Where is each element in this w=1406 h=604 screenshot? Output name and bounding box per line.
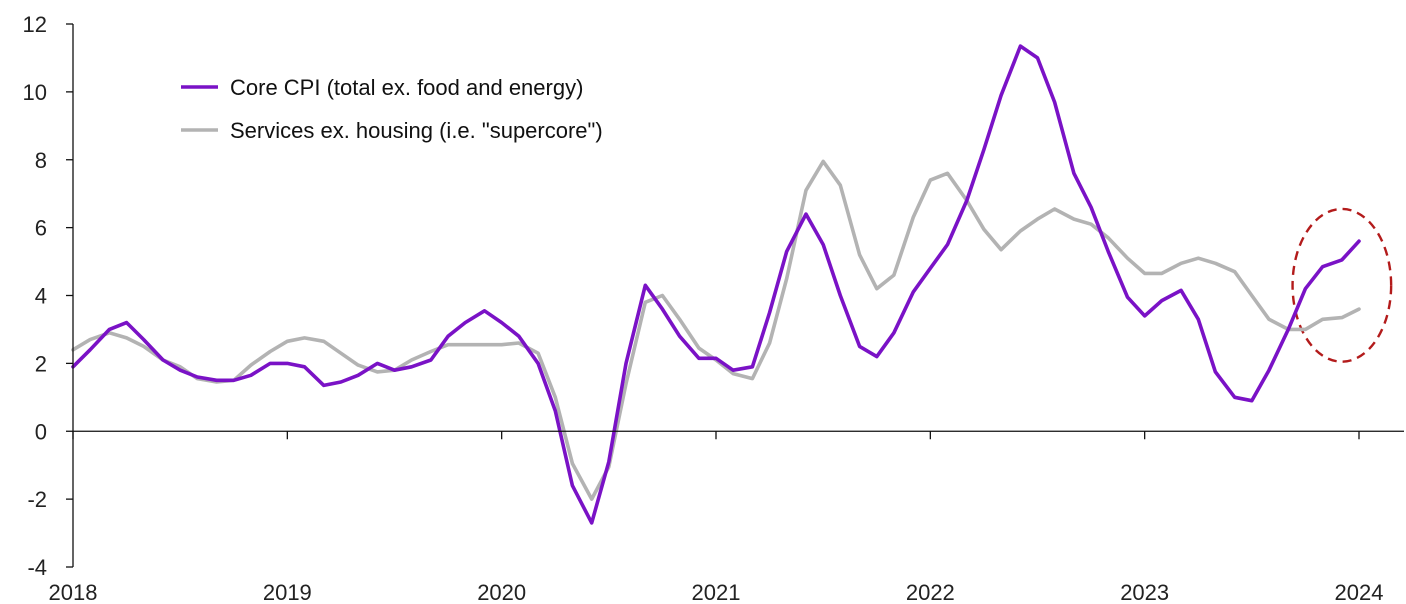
y-tick-label: -2 (27, 487, 47, 512)
x-tick-label: 2020 (477, 580, 526, 604)
y-tick-label: 12 (23, 12, 47, 37)
y-tick-label: 4 (35, 284, 47, 309)
x-tick-label: 2021 (692, 580, 741, 604)
highlight-ellipse (1291, 207, 1393, 363)
x-tick-label: 2022 (906, 580, 955, 604)
y-tick-label: 10 (23, 80, 47, 105)
y-tick-label: 2 (35, 351, 47, 376)
x-tick-label: 2023 (1120, 580, 1169, 604)
series-line-core-cpi (71, 44, 1361, 525)
y-tick-label: 8 (35, 148, 47, 173)
x-tick-label: 2018 (49, 580, 98, 604)
legend-label-core-cpi: Core CPI (total ex. food and energy) (230, 75, 583, 100)
legend: Core CPI (total ex. food and energy) Ser… (181, 75, 603, 143)
x-tick-label: 2024 (1335, 580, 1384, 604)
y-tick-label: -4 (27, 555, 47, 580)
y-tick-label: 0 (35, 419, 47, 444)
x-tick-label: 2019 (263, 580, 312, 604)
series-line-supercore (71, 159, 1361, 501)
y-tick-label: 6 (35, 216, 47, 241)
legend-label-supercore: Services ex. housing (i.e. "supercore") (230, 118, 603, 143)
